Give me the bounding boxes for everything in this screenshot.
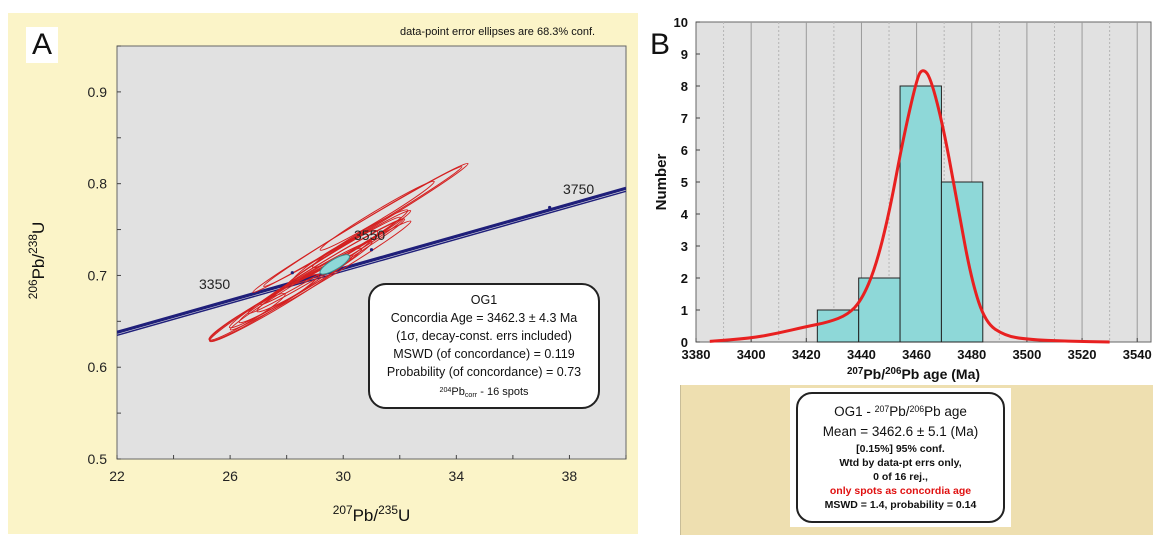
y-tick-label: 0.7 [88, 267, 108, 283]
x-tick-label: 3460 [902, 347, 931, 362]
concordia-tick-label: 3750 [563, 181, 594, 197]
x-tick-label: 3440 [847, 347, 876, 362]
mean-box-wrap: OG1 - 207Pb/206Pb age Mean = 3462.6 ± 5.… [790, 388, 1011, 527]
plot-content [117, 162, 626, 343]
x-axis-label: 207Pb/206Pb age (Ma) [847, 366, 980, 383]
y-tick-label: 0 [681, 335, 688, 350]
mean-box-note: only spots as concordia age [829, 484, 972, 497]
concordia-tick-mark [290, 271, 294, 275]
box-errs: (1σ, decay-const. errs included) [396, 329, 572, 343]
y-tick-label: 10 [674, 15, 688, 30]
x-tick-label: 3500 [1012, 347, 1041, 362]
error-ellipse [263, 162, 469, 288]
box-spots: 204Pbcorr - 16 spots [439, 386, 529, 399]
concordia-tick-label: 3550 [354, 227, 385, 243]
mean-box-title: OG1 - 207Pb/206Pb age [834, 403, 967, 419]
mean-box-mswd: MSWD = 1.4, probability = 0.14 [824, 498, 977, 511]
y-tick-label: 0.8 [88, 176, 108, 192]
concordia-error-band [117, 190, 626, 337]
x-tick-label: 3520 [1068, 347, 1097, 362]
panel-a-letter: A [26, 27, 59, 63]
concordia-age-ellipse [319, 254, 351, 275]
x-tick-label: 3420 [792, 347, 821, 362]
x-tick-label: 3380 [682, 347, 711, 362]
y-axis-label: 206Pb/238U [26, 222, 48, 300]
y-tick-label: 0.6 [88, 359, 108, 375]
histogram-bar [858, 277, 901, 343]
x-tick-label: 22 [109, 468, 125, 484]
mean-box-conf: [0.15%] 95% conf. [856, 442, 945, 455]
concordia-chart: 22 26 30 34 38 0.5 0.6 0.7 0.8 0.9 207Pb/235U 206Pb… [8, 13, 638, 534]
concordia-tick-mark [369, 248, 374, 252]
y-tick-label: 7 [681, 111, 688, 126]
y-tick-label: 8 [681, 79, 688, 94]
x-tick-label: 3540 [1123, 347, 1152, 362]
x-tick-label: 3400 [737, 347, 766, 362]
y-tick-label: 4 [681, 207, 689, 222]
probability-density-curve [709, 69, 1110, 344]
weighted-mean-box: OG1 - 207Pb/206Pb age Mean = 3462.6 ± 5.… [796, 392, 1005, 523]
panel-a: 22 26 30 34 38 0.5 0.6 0.7 0.8 0.9 207Pb/235U 206Pb… [8, 13, 638, 534]
error-ellipse [208, 292, 286, 341]
y-axis-label: Number [653, 154, 670, 211]
box-prob: Probability (of concordance) = 0.73 [386, 365, 582, 379]
concordia-tick-label: 3350 [199, 276, 230, 292]
histogram-bar [816, 309, 860, 343]
panel-b: 0 1 2 3 4 5 6 7 8 9 10 3380 3400 3420 3440 3460 3480 3500… [640, 0, 1153, 539]
y-tick-label: 0.5 [88, 451, 108, 467]
mean-box-mean: Mean = 3462.6 ± 5.1 (Ma) [822, 423, 979, 439]
panel-b-letter: B [644, 27, 677, 63]
concordia-tick-mark [548, 205, 552, 210]
y-tick-label: 2 [681, 271, 688, 286]
x-tick-label: 38 [562, 468, 578, 484]
y-tick-label: 5 [681, 175, 688, 190]
box-title: OG1 [470, 293, 498, 307]
y-tick-label: 0.9 [88, 84, 108, 100]
mean-box-wtd: Wtd by data-pt errs only, [839, 456, 962, 469]
x-tick-label: 26 [222, 468, 238, 484]
y-tick-label: 1 [681, 303, 688, 318]
concordia-curve [117, 186, 626, 334]
concordia-age-box: OG1 Concordia Age = 3462.3 ± 4.3 Ma (1σ,… [368, 283, 600, 409]
x-axis-label: 207Pb/235U [333, 503, 411, 525]
histogram-bar [940, 181, 984, 343]
error-ellipse [319, 180, 435, 251]
y-tick-label: 9 [681, 47, 688, 62]
y-tick-label: 6 [681, 143, 688, 158]
histogram-chart: 0 1 2 3 4 5 6 7 8 9 10 3380 3400 3420 3440 3460 3480 3500… [640, 0, 1153, 390]
x-tick-label: 34 [449, 468, 465, 484]
x-tick-label: 3480 [957, 347, 986, 362]
x-tick-label: 30 [335, 468, 351, 484]
y-tick-label: 3 [681, 239, 688, 254]
error-ellipse [312, 209, 409, 269]
box-age: Concordia Age = 3462.3 ± 4.3 Ma [390, 311, 578, 325]
panel-a-note: data-point error ellipses are 68.3% conf… [400, 26, 596, 38]
box-mswd: MSWD (of concordance) = 0.119 [393, 347, 575, 361]
mean-box-rej: 0 of 16 rej., [873, 470, 928, 483]
